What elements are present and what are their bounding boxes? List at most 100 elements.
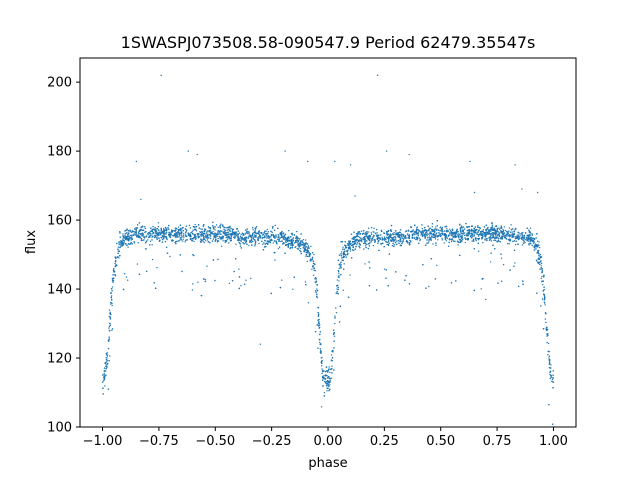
data-point — [342, 259, 345, 262]
data-point — [255, 225, 258, 228]
data-point — [250, 277, 252, 280]
data-point — [445, 235, 447, 237]
data-point — [463, 232, 465, 234]
data-point — [475, 239, 478, 242]
data-point — [104, 362, 106, 364]
data-point — [155, 230, 158, 233]
data-point — [313, 269, 315, 271]
data-point — [135, 227, 138, 229]
data-point — [165, 233, 167, 235]
data-point — [497, 234, 499, 236]
data-point — [482, 241, 484, 244]
data-point — [311, 252, 314, 254]
data-point — [540, 261, 542, 263]
data-point — [208, 237, 210, 239]
data-point — [254, 229, 257, 231]
data-point — [370, 233, 373, 236]
data-point — [518, 232, 520, 234]
data-point — [467, 237, 469, 240]
data-point — [208, 227, 210, 229]
data-point — [176, 240, 178, 243]
data-point — [242, 242, 244, 244]
data-point — [227, 233, 229, 236]
data-point — [108, 330, 111, 332]
data-point — [112, 281, 114, 284]
data-point — [139, 235, 141, 237]
data-point — [338, 254, 341, 256]
data-point — [168, 228, 170, 231]
data-point — [428, 229, 430, 232]
data-point — [217, 233, 219, 235]
data-point — [462, 231, 464, 233]
data-point — [204, 238, 206, 240]
data-point — [401, 241, 404, 243]
data-point — [158, 237, 160, 239]
data-point — [387, 230, 390, 233]
data-point — [365, 245, 367, 247]
data-point — [316, 296, 318, 299]
data-point — [324, 382, 327, 384]
data-point — [130, 239, 132, 241]
data-point — [323, 392, 326, 394]
data-point — [178, 236, 180, 238]
data-point — [204, 240, 207, 242]
data-point — [490, 261, 492, 263]
data-point — [164, 241, 167, 243]
data-point — [219, 233, 221, 235]
data-point — [395, 240, 397, 242]
data-point — [140, 229, 143, 231]
data-point — [147, 233, 149, 236]
data-point — [425, 233, 427, 236]
data-point — [272, 227, 274, 229]
data-point — [129, 230, 131, 233]
data-point — [368, 231, 370, 233]
data-point — [489, 235, 491, 238]
data-point — [540, 305, 542, 307]
data-point — [316, 288, 318, 290]
data-point — [439, 230, 441, 232]
data-point — [116, 256, 119, 258]
data-point — [428, 235, 431, 237]
data-point — [539, 268, 541, 270]
data-point — [477, 237, 479, 240]
data-point — [250, 238, 253, 240]
data-point — [253, 236, 255, 238]
data-point — [240, 238, 242, 240]
data-point — [340, 255, 343, 257]
data-point — [439, 227, 441, 229]
data-point — [418, 242, 420, 244]
data-point — [467, 234, 469, 237]
data-point — [274, 259, 276, 261]
data-point — [289, 247, 291, 250]
data-point — [143, 226, 146, 228]
data-point — [122, 233, 124, 235]
data-point — [136, 234, 138, 237]
data-point — [127, 243, 130, 245]
data-point — [312, 267, 315, 269]
data-point — [487, 233, 489, 235]
data-point — [480, 288, 482, 290]
data-point — [133, 231, 135, 233]
data-point — [193, 240, 195, 243]
data-point — [216, 241, 219, 243]
data-point — [499, 227, 501, 229]
data-point — [472, 229, 474, 231]
data-point — [417, 229, 420, 231]
data-point — [239, 235, 242, 237]
data-point — [262, 236, 264, 239]
data-point — [298, 246, 300, 248]
data-point — [500, 253, 502, 255]
data-point — [412, 233, 414, 236]
data-point — [185, 239, 187, 241]
data-point — [308, 251, 310, 254]
data-point — [523, 234, 525, 237]
data-point — [254, 227, 256, 230]
data-point — [333, 369, 335, 371]
data-point — [466, 235, 468, 237]
data-point — [525, 237, 528, 239]
data-point — [158, 240, 161, 242]
data-point — [471, 231, 473, 233]
data-point — [390, 234, 393, 236]
data-point — [536, 233, 538, 235]
data-point — [212, 225, 214, 227]
